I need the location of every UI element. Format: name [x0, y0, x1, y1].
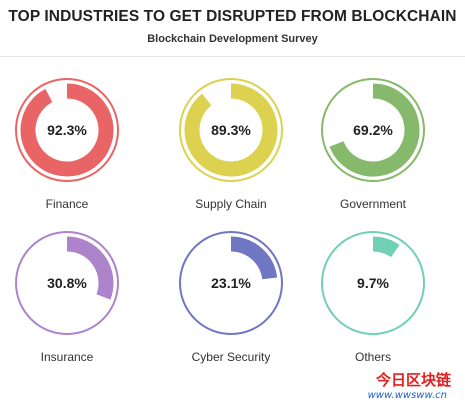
chart-title: TOP INDUSTRIES TO GET DISRUPTED FROM BLO…	[8, 8, 457, 25]
donut-arc-government	[329, 83, 420, 177]
donut-label-supply-chain: Supply Chain	[195, 197, 266, 211]
watermark-logo: 今日区块链	[375, 371, 451, 389]
donut-label-finance: Finance	[46, 197, 89, 211]
donut-label-cyber-security: Cyber Security	[192, 350, 271, 364]
donut-label-government: Government	[340, 197, 407, 211]
donut-label-insurance: Insurance	[41, 350, 94, 364]
donut-arc-insurance	[66, 236, 114, 300]
donut-value-cyber-security: 23.1%	[211, 275, 251, 291]
donut-value-government: 69.2%	[353, 122, 393, 138]
donut-others: 9.7% Others	[321, 231, 425, 364]
donut-outline-others	[321, 231, 425, 335]
donut-value-supply-chain: 89.3%	[211, 122, 251, 138]
donut-value-insurance: 30.8%	[47, 275, 87, 291]
donut-arc-cyber-security	[230, 236, 278, 280]
donut-outline-insurance	[15, 231, 119, 335]
donut-arc-supply-chain	[184, 83, 278, 177]
donut-arc-finance	[20, 83, 114, 177]
donut-outline-supply-chain	[179, 78, 283, 182]
donut-value-finance: 92.3%	[47, 122, 87, 138]
donut-finance: 92.3% Finance	[15, 78, 119, 211]
donut-label-others: Others	[355, 350, 391, 364]
donut-cyber-security: 23.1% Cyber Security	[179, 231, 283, 364]
donut-value-others: 9.7%	[357, 275, 389, 291]
donut-outline-government	[321, 78, 425, 182]
donut-government: 69.2% Government	[321, 78, 425, 211]
donut-arc-others	[372, 236, 400, 258]
donut-insurance: 30.8% Insurance	[15, 231, 119, 364]
watermark-url: www.wwsww.cn	[367, 390, 447, 401]
donut-outline-cyber-security	[179, 231, 283, 335]
donut-supply-chain: 89.3% Supply Chain	[179, 78, 283, 211]
chart-subtitle: Blockchain Development Survey	[147, 33, 318, 45]
header-divider	[0, 56, 465, 57]
donut-outline-finance	[15, 78, 119, 182]
